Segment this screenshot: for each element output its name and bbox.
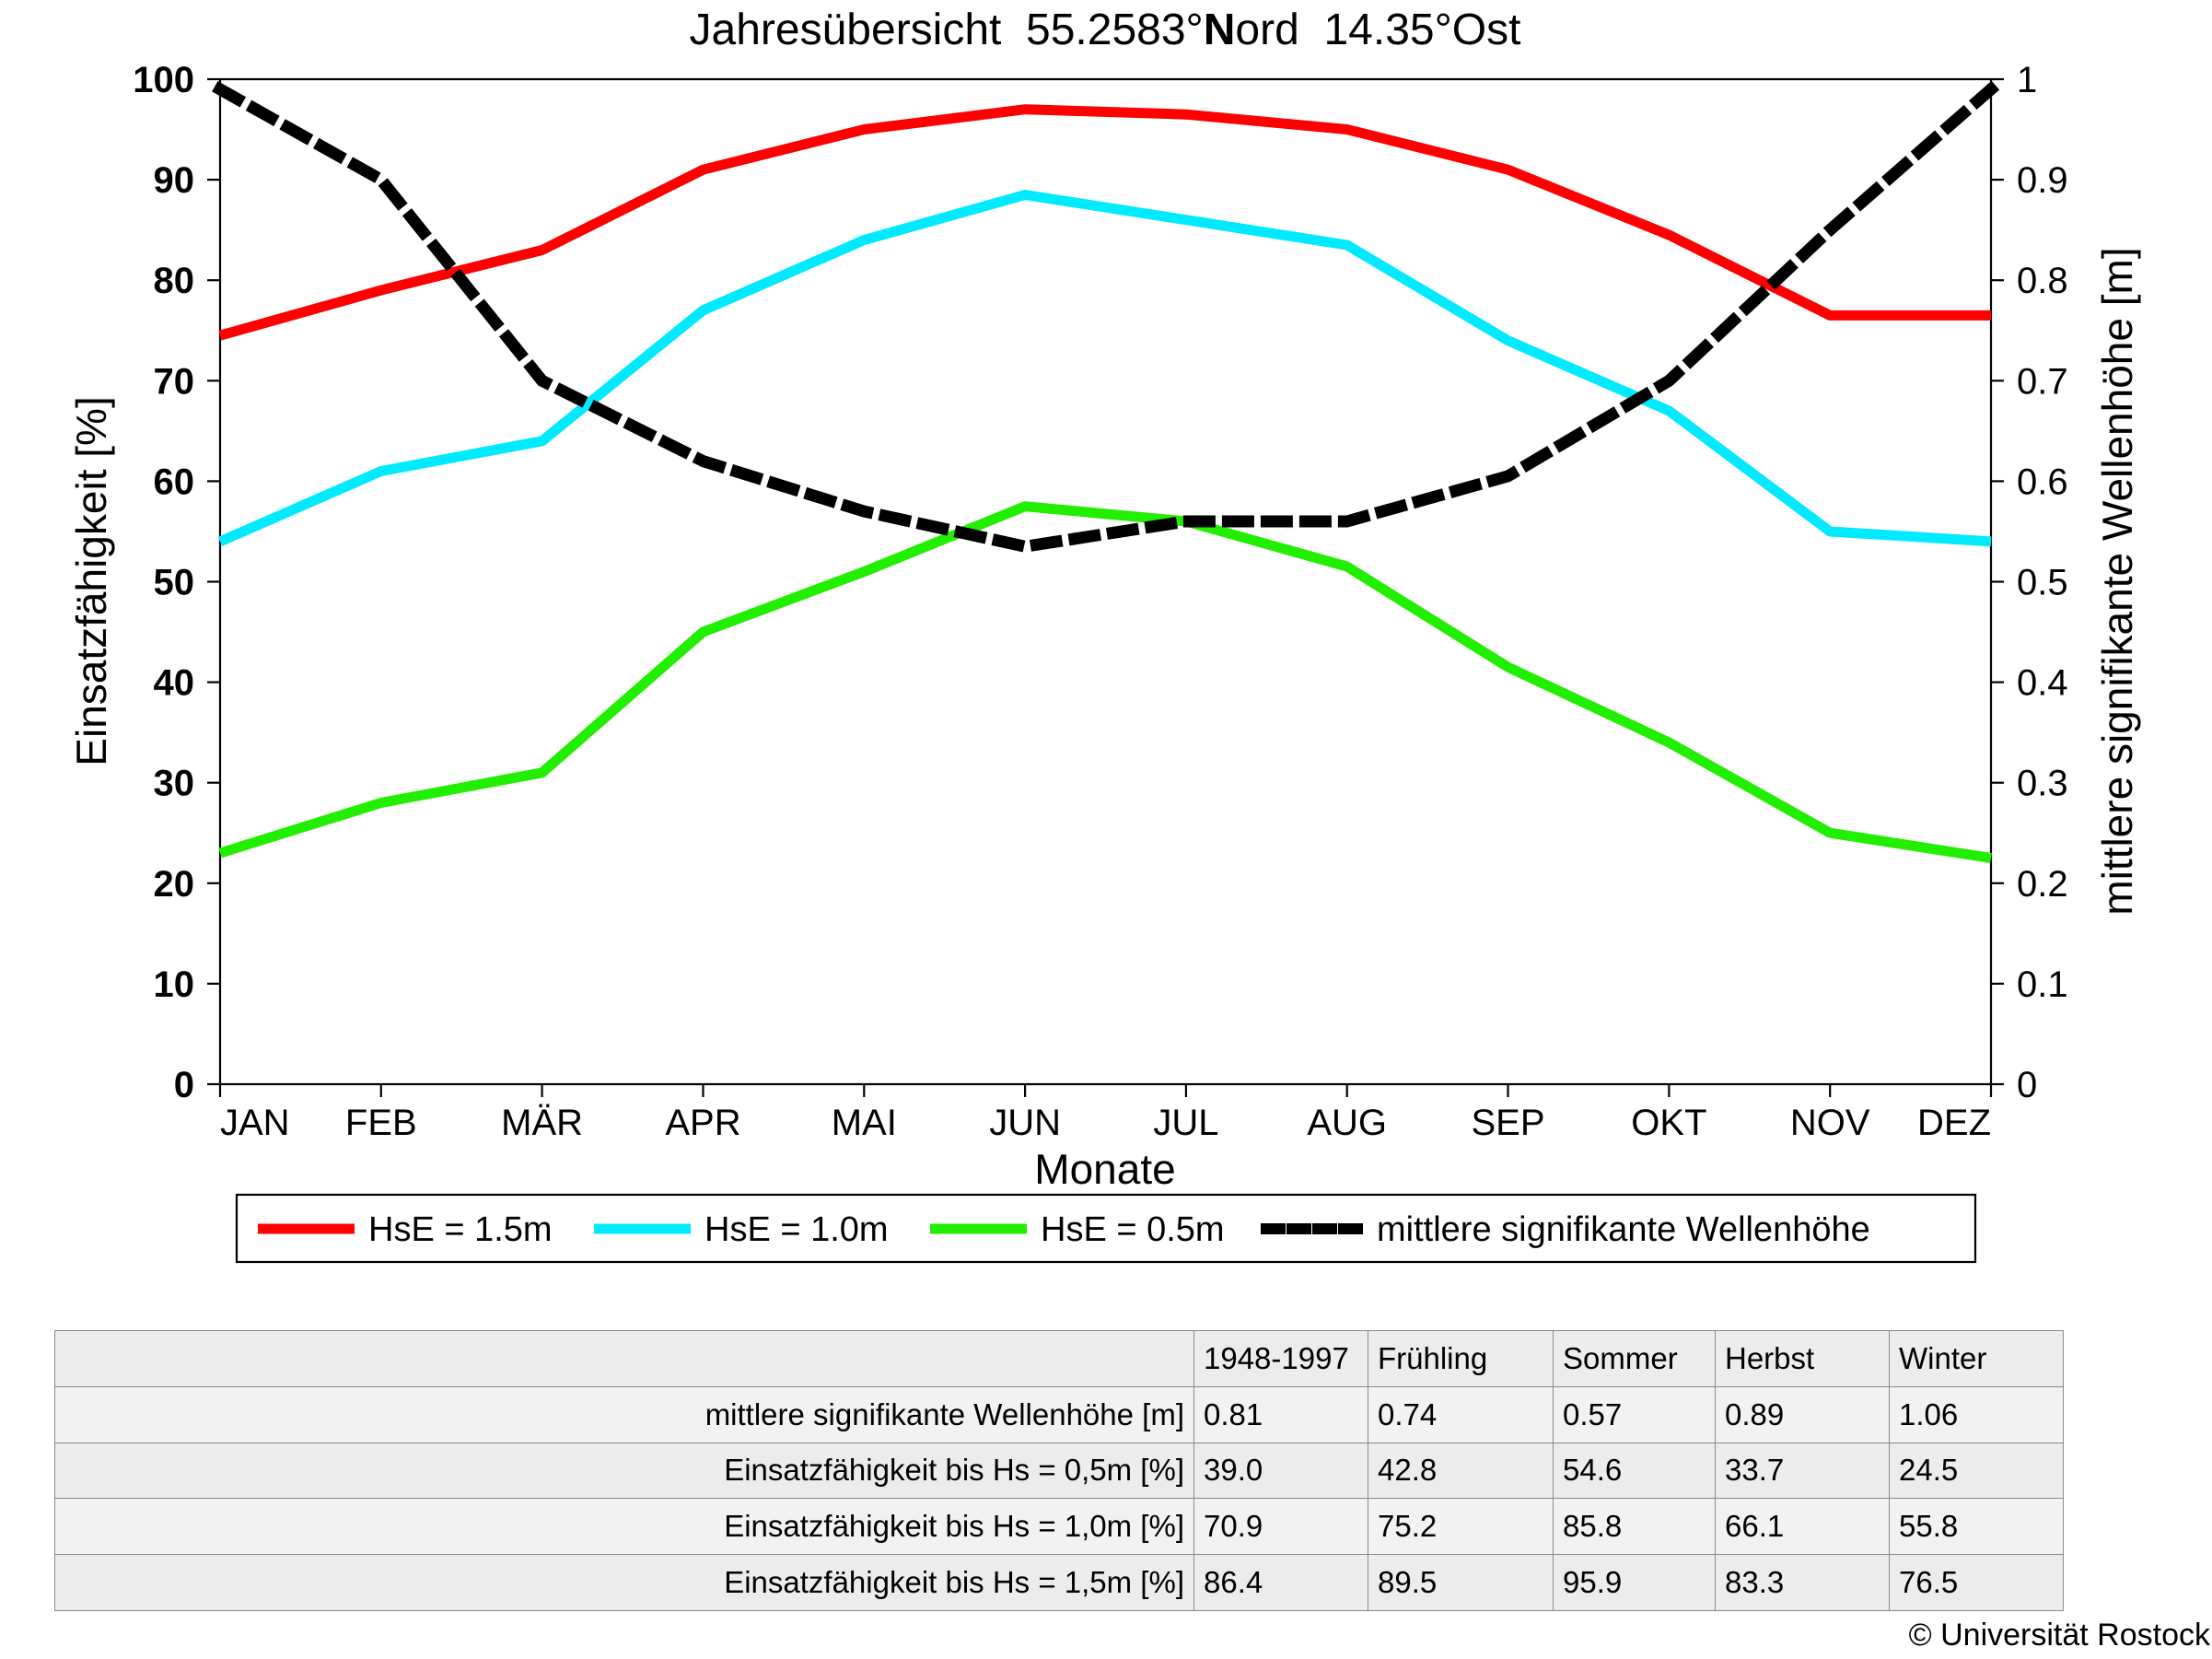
svg-text:HsE = 0.5m: HsE = 0.5m [1041,1210,1225,1249]
svg-text:MÄR: MÄR [501,1103,583,1143]
svg-text:mittlere signifikante Wellenhö: mittlere signifikante Wellenhöhe [1377,1210,1870,1249]
svg-text:0.2: 0.2 [2017,864,2068,905]
svg-text:0.1: 0.1 [2017,964,2068,1005]
svg-text:0.5: 0.5 [2017,563,2068,603]
svg-text:HsE = 1.5m: HsE = 1.5m [368,1210,553,1249]
svg-text:50: 50 [154,563,195,603]
svg-text:0.8: 0.8 [2017,261,2068,301]
svg-text:JAN: JAN [220,1103,290,1143]
svg-text:40: 40 [154,663,195,704]
svg-text:MAI: MAI [832,1103,897,1143]
svg-text:60: 60 [154,461,195,502]
svg-text:Jahresübersicht 55.2583°Nord: Jahresübersicht 55.2583°Nord 14.35°Ost [690,6,1521,54]
svg-text:80: 80 [154,261,195,301]
svg-text:Monate: Monate [1034,1145,1175,1193]
svg-text:JUN: JUN [989,1103,1061,1143]
svg-text:0: 0 [2017,1065,2037,1105]
svg-text:0: 0 [174,1065,194,1105]
svg-text:0.9: 0.9 [2017,160,2068,201]
svg-text:30: 30 [154,764,195,804]
svg-text:SEP: SEP [1471,1103,1544,1143]
svg-text:10: 10 [154,964,195,1005]
svg-text:Einsatzfähigkeit [%]: Einsatzfähigkeit [%] [67,396,115,765]
svg-text:70: 70 [154,361,195,402]
svg-text:FEB: FEB [345,1103,417,1143]
svg-text:0.3: 0.3 [2017,764,2068,804]
svg-text:0.6: 0.6 [2017,461,2068,502]
svg-text:AUG: AUG [1307,1103,1387,1143]
svg-text:0.4: 0.4 [2017,663,2068,704]
svg-text:DEZ: DEZ [1917,1103,1991,1143]
svg-text:0.7: 0.7 [2017,361,2068,402]
svg-text:APR: APR [665,1103,740,1143]
svg-text:OKT: OKT [1631,1103,1706,1143]
svg-text:NOV: NOV [1790,1103,1870,1143]
svg-text:1: 1 [2017,60,2037,100]
svg-text:100: 100 [133,60,194,100]
svg-text:20: 20 [154,864,195,905]
svg-text:mittlere signifikante Wellenhö: mittlere signifikante Wellenhöhe [m] [2093,247,2141,915]
svg-text:90: 90 [154,160,195,201]
svg-text:JUL: JUL [1153,1103,1218,1143]
svg-text:HsE = 1.0m: HsE = 1.0m [704,1210,889,1249]
